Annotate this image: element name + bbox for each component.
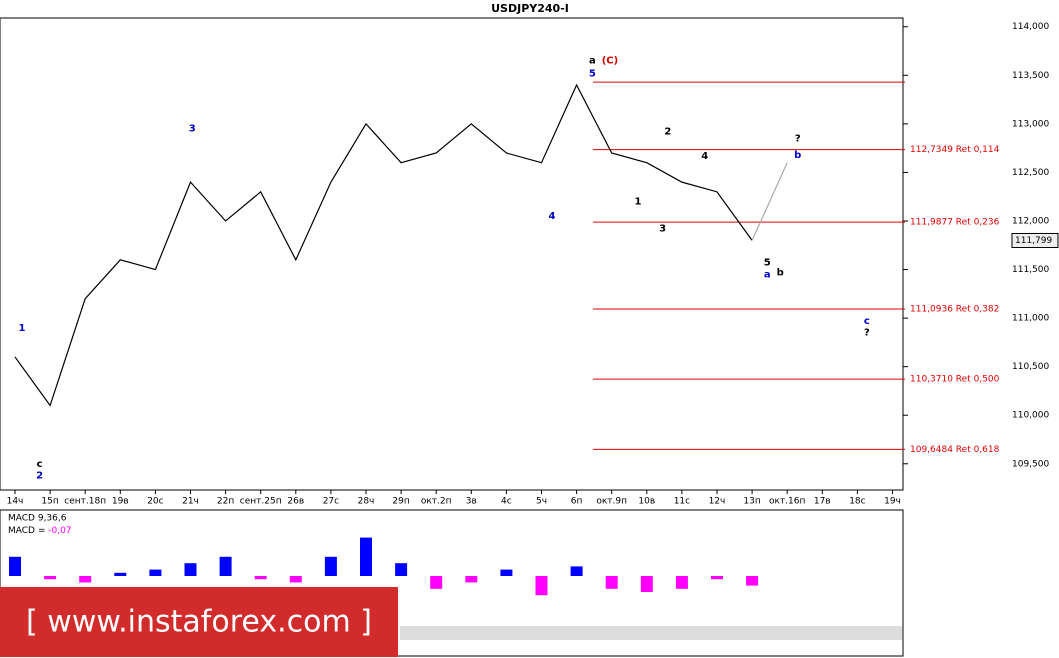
macd-bar	[711, 576, 723, 580]
macd-bar	[360, 537, 372, 576]
price-line	[751, 162, 788, 241]
macd-value-label: MACD =	[8, 526, 48, 536]
x-tick-label: 17в	[814, 497, 831, 507]
x-tick-label: 10в	[638, 497, 655, 507]
current-price-label: 111,799	[1015, 236, 1052, 246]
macd-bar	[9, 556, 21, 576]
wave-label: 5	[589, 68, 596, 79]
wave-label: c	[37, 459, 43, 470]
wave-label: 2	[664, 127, 671, 138]
macd-title: MACD 9,36,6	[8, 514, 67, 524]
macd-hatch	[400, 626, 902, 640]
macd-value: MACD = -0,07	[8, 526, 72, 536]
wave-label: ?	[864, 328, 870, 339]
macd-bar	[675, 576, 688, 589]
x-tick-label: 19в	[112, 497, 129, 507]
y-tick-label: 110,000	[1012, 411, 1049, 421]
x-tick-label: 27с	[323, 497, 339, 507]
plot-frame	[0, 17, 904, 491]
watermark: [ www.instaforex.com ]	[26, 605, 372, 640]
y-tick-label: 114,000	[1012, 22, 1049, 32]
y-tick-label: 112,000	[1012, 216, 1049, 226]
wave-label: 3	[189, 124, 196, 135]
price-line	[14, 83, 753, 407]
x-tick-label: 20с	[147, 497, 163, 507]
y-tick-label: 113,500	[1012, 71, 1049, 81]
y-tick-label: 110,500	[1012, 362, 1049, 372]
x-tick-label: 18с	[849, 497, 865, 507]
x-tick-label: окт.2п	[421, 497, 452, 507]
x-tick-label: 6п	[571, 497, 583, 507]
y-tick-label: 113,000	[1012, 119, 1049, 129]
macd-bar	[149, 569, 162, 576]
macd-bar	[535, 576, 548, 596]
chart-title: USDJPY240-I	[491, 2, 569, 15]
macd-bar	[465, 576, 478, 583]
y-tick-label: 109,500	[1012, 459, 1049, 469]
y-tick-label: 112,500	[1012, 168, 1049, 178]
macd-bar	[114, 572, 127, 576]
x-tick-label: 12ч	[709, 497, 726, 507]
macd-bar	[79, 576, 92, 583]
level-label: 110,3710 Ret 0,500	[910, 375, 1000, 385]
x-tick-label: 28ч	[358, 497, 375, 507]
macd-bar	[44, 576, 57, 580]
wave-label: 2	[36, 470, 43, 481]
macd-bar	[640, 576, 653, 592]
wave-label: a	[589, 56, 596, 67]
wave-label: b	[777, 267, 784, 278]
wave-label: (C)	[602, 56, 618, 67]
wave-label: b	[794, 150, 801, 161]
x-tick-label: 21ч	[182, 497, 199, 507]
macd-bar	[430, 576, 443, 589]
y-tick-label: 111,500	[1012, 265, 1049, 275]
level-label: 111,0936 Ret 0,382	[910, 305, 999, 315]
level-label: 111,9877 Ret 0,236	[910, 218, 1000, 228]
x-tick-label: 3в	[466, 497, 477, 507]
wave-label: 1	[19, 323, 26, 334]
wave-label: c	[864, 316, 870, 327]
x-tick-label: 4с	[501, 497, 512, 507]
x-tick-label: сент.25п	[240, 497, 282, 507]
x-tick-label: 26в	[287, 497, 304, 507]
level-label: 112,7349 Ret 0,114	[910, 145, 1000, 155]
macd-bar	[605, 576, 618, 589]
x-tick-label: 14ч	[7, 497, 24, 507]
x-tick-label: 22п	[217, 497, 234, 507]
wave-label: a	[764, 269, 771, 280]
x-tick-label: окт.16п	[769, 497, 805, 507]
watermark-box	[0, 587, 398, 657]
x-tick-label: 11с	[674, 497, 690, 507]
x-tick-label: 29п	[392, 497, 409, 507]
macd-bar	[746, 576, 759, 586]
current-price-box	[1011, 233, 1059, 249]
macd-bar	[254, 576, 267, 580]
x-tick-label: 13п	[743, 497, 760, 507]
y-tick-label: 111,000	[1012, 314, 1049, 324]
macd-bar	[570, 566, 583, 576]
x-tick-label: 5ч	[536, 497, 547, 507]
x-tick-label: сент.18п	[64, 497, 106, 507]
macd-bar	[500, 569, 513, 576]
x-tick-label: окт.9п	[596, 497, 627, 507]
x-tick-label: 19ч	[884, 497, 901, 507]
macd-value-number: -0,07	[48, 526, 71, 536]
wave-label: 5	[764, 258, 771, 269]
wave-label: 1	[635, 197, 642, 208]
macd-bar	[289, 576, 302, 583]
wave-label: 4	[701, 151, 708, 162]
wave-label: ?	[795, 133, 801, 144]
macd-bar	[395, 563, 408, 576]
x-tick-label: 15п	[41, 497, 58, 507]
macd-bar	[219, 556, 232, 576]
macd-bar	[184, 563, 197, 576]
level-label: 109,6484 Ret 0,618	[910, 445, 1000, 455]
wave-label: 4	[549, 211, 556, 222]
macd-bar	[324, 556, 337, 576]
wave-label: 3	[659, 224, 666, 235]
